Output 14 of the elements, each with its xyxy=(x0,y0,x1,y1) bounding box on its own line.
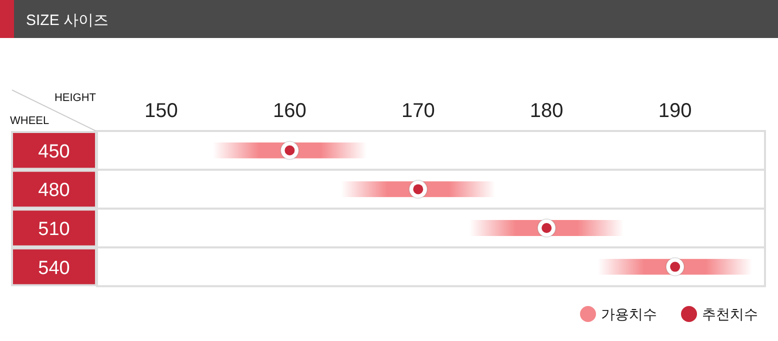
x-tick-label: 170 xyxy=(401,100,435,122)
chart-title: SIZE 사이즈 xyxy=(26,12,109,29)
x-axis-title: HEIGHT xyxy=(54,92,96,104)
y-tick-label: 450 xyxy=(38,141,70,162)
x-tick-label: 190 xyxy=(658,100,692,122)
x-tick-label: 160 xyxy=(273,100,306,122)
legend-label: 가용치수 xyxy=(601,306,657,322)
x-tick-label: 150 xyxy=(144,100,178,122)
y-tick-label: 480 xyxy=(38,180,70,202)
legend-label: 추천치수 xyxy=(702,306,758,322)
y-tick-label: 540 xyxy=(38,258,70,279)
y-axis-title: WHEEL xyxy=(10,115,50,127)
y-tick-label: 510 xyxy=(38,219,70,240)
x-tick-label: 180 xyxy=(530,100,564,122)
